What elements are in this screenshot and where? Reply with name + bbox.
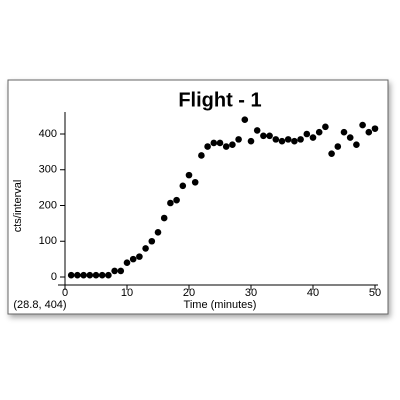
point	[160, 214, 168, 222]
point	[67, 271, 75, 279]
x-tick-label: 40	[307, 287, 319, 299]
point	[86, 271, 94, 279]
point	[216, 139, 224, 147]
y-tick-label: 100	[39, 235, 57, 247]
point	[173, 196, 180, 204]
point	[105, 271, 112, 279]
point	[272, 136, 280, 143]
point	[340, 128, 348, 136]
point	[359, 121, 366, 129]
point	[136, 253, 143, 260]
point	[229, 141, 236, 149]
point	[284, 136, 292, 143]
point	[297, 136, 304, 143]
point	[222, 143, 230, 150]
point	[328, 150, 335, 157]
x-tick-label: 10	[121, 287, 133, 299]
point	[98, 271, 106, 279]
point	[322, 123, 329, 131]
point	[142, 245, 149, 252]
point	[111, 267, 118, 275]
x-axis-label: Time (minutes)	[184, 299, 257, 311]
point	[365, 128, 373, 136]
point	[303, 130, 311, 138]
point	[167, 199, 174, 207]
point	[291, 137, 298, 145]
point	[315, 128, 323, 136]
y-axis-label: cts/interval	[12, 180, 24, 233]
point	[235, 136, 242, 143]
point	[334, 143, 342, 150]
point	[117, 267, 125, 275]
cursor-readout: (28.8, 404)	[13, 299, 66, 311]
point	[241, 116, 249, 123]
x-tick-label: 50	[369, 287, 381, 299]
y-tick-label: 300	[39, 164, 57, 176]
point	[148, 237, 156, 245]
point	[179, 182, 187, 190]
point	[247, 137, 255, 145]
chart-title: Flight - 1	[178, 89, 261, 111]
point	[346, 134, 354, 141]
point	[74, 271, 81, 279]
point	[204, 143, 211, 150]
point	[278, 137, 286, 145]
point	[129, 255, 137, 263]
point	[191, 178, 199, 186]
point	[309, 134, 317, 141]
point	[154, 229, 162, 236]
x-tick-label: 30	[245, 287, 257, 299]
point	[260, 132, 267, 140]
point	[92, 271, 100, 279]
point	[371, 125, 379, 132]
point	[80, 271, 87, 279]
point	[253, 127, 261, 134]
point	[210, 139, 218, 147]
y-tick-label: 200	[39, 199, 57, 211]
point	[198, 152, 205, 159]
y-tick-label: 0	[51, 271, 57, 283]
point	[266, 132, 273, 140]
point	[353, 141, 360, 149]
point	[185, 171, 193, 179]
x-tick-label: 0	[62, 287, 68, 299]
y-tick-label: 400	[39, 128, 57, 140]
x-tick-label: 20	[183, 287, 195, 299]
point	[123, 259, 131, 267]
